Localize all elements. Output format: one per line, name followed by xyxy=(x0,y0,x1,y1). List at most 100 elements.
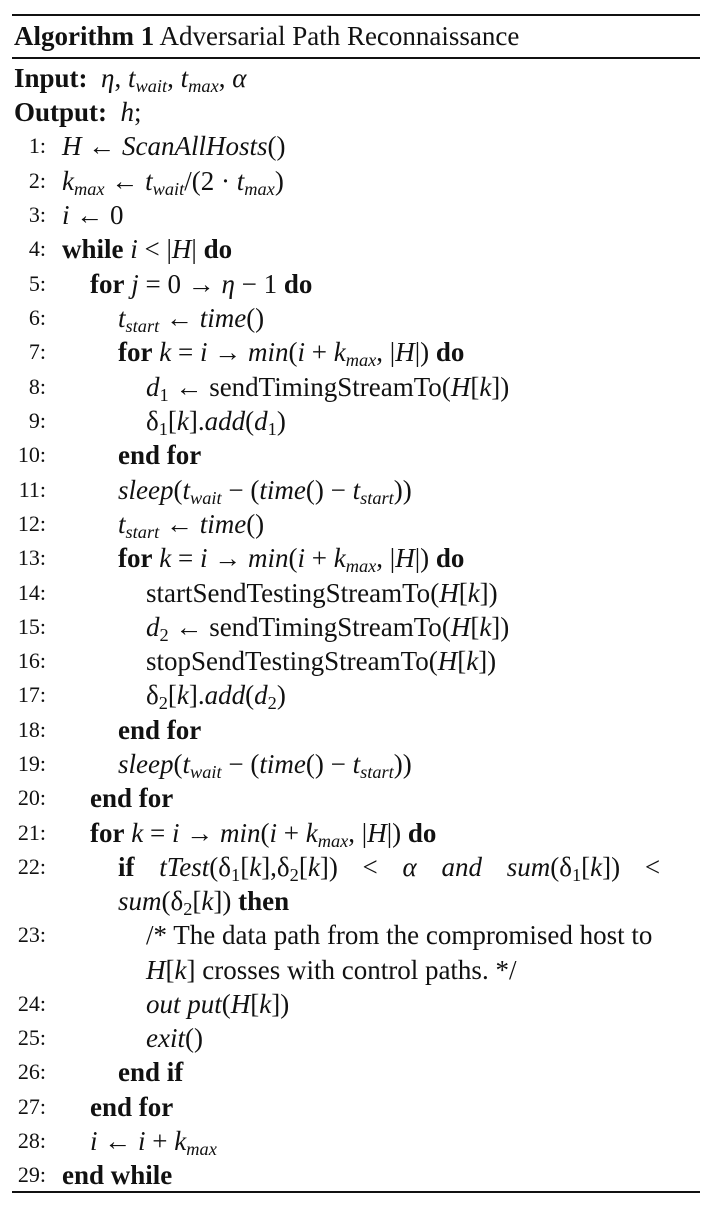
line-number: 9: xyxy=(28,408,46,433)
algo-line-18: 18: end for xyxy=(0,713,721,747)
line-number: 23: xyxy=(17,922,46,947)
line-code: for j = 0 → η − 1 do xyxy=(90,269,313,299)
algo-line-20: 20: end for xyxy=(0,781,721,815)
algo-line-28: 28: i ← i + kmax xyxy=(0,1124,721,1158)
line-number: 3: xyxy=(28,202,46,227)
line-code: for k = i → min(i + kmax, |H|) do xyxy=(118,337,465,371)
algo-line-14: 14: startSendTestingStreamTo(H[k]) xyxy=(0,576,721,610)
line-code: i ← 0 xyxy=(62,200,124,230)
line-code: stopSendTestingStreamTo(H[k]) xyxy=(146,646,497,676)
algo-line-5: 5: for j = 0 → η − 1 do xyxy=(0,267,721,301)
algo-line-22-cont: sum(δ2[k]) then xyxy=(0,884,721,918)
algo-line-4: 4: while i < |H| do xyxy=(0,232,721,266)
algo-line-29: 29: end while xyxy=(0,1158,721,1192)
line-number: 16: xyxy=(17,648,46,673)
algo-line-10: 10: end for xyxy=(0,438,721,472)
line-code: end for xyxy=(118,715,202,745)
line-number: 15: xyxy=(17,614,46,639)
line-code: end for xyxy=(118,440,202,470)
line-number: 8: xyxy=(28,374,46,399)
line-code: end for xyxy=(90,783,174,813)
line-number: 28: xyxy=(17,1128,46,1153)
input-label: Input: xyxy=(14,63,88,93)
algo-line-16: 16: stopSendTestingStreamTo(H[k]) xyxy=(0,644,721,678)
line-number: 4: xyxy=(28,236,46,261)
line-number: 27: xyxy=(17,1094,46,1119)
line-code: d1 ← sendTimingStreamTo(H[k]) xyxy=(146,372,510,406)
algorithm-name: Adversarial Path Reconnaissance xyxy=(159,21,520,51)
line-code: kmax ← twait/(2 · tmax) xyxy=(62,166,284,200)
line-code: H[k] crosses with control paths. */ xyxy=(146,955,517,985)
line-number: 22: xyxy=(17,854,46,879)
line-number: 17: xyxy=(17,682,46,707)
line-code: startSendTestingStreamTo(H[k]) xyxy=(146,578,498,608)
line-number: 12: xyxy=(17,511,46,536)
line-number: 21: xyxy=(17,820,46,845)
algo-line-15: 15: d2 ← sendTimingStreamTo(H[k]) xyxy=(0,610,721,644)
input-line: Input: η, twait, tmax, α xyxy=(14,63,247,97)
line-number: 1: xyxy=(28,133,46,158)
algo-line-3: 3: i ← 0 xyxy=(0,198,721,232)
algo-line-6: 6: tstart ← time() xyxy=(0,301,721,335)
algo-line-19: 19: sleep(twait − (time() − tstart)) xyxy=(0,747,721,781)
line-number: 11: xyxy=(18,477,46,502)
line-number: 10: xyxy=(17,442,46,467)
algo-line-12: 12: tstart ← time() xyxy=(0,507,721,541)
line-code: end while xyxy=(62,1160,173,1190)
algorithm-label: Algorithm 1 xyxy=(14,21,155,51)
line-code: tstart ← time() xyxy=(118,509,265,543)
algo-line-25: 25: exit() xyxy=(0,1021,721,1055)
algo-line-8: 8: d1 ← sendTimingStreamTo(H[k]) xyxy=(0,370,721,404)
line-number: 24: xyxy=(17,991,46,1016)
algo-line-21: 21: for k = i → min(i + kmax, |H|) do xyxy=(0,816,721,850)
line-code: i ← i + kmax xyxy=(90,1126,217,1160)
line-number: 2: xyxy=(28,168,46,193)
line-number: 14: xyxy=(17,580,46,605)
line-number: 29: xyxy=(17,1162,46,1187)
line-number: 5: xyxy=(28,271,46,296)
line-number: 13: xyxy=(17,545,46,570)
line-code: sum(δ2[k]) then xyxy=(118,886,290,920)
algo-line-7: 7: for k = i → min(i + kmax, |H|) do xyxy=(0,335,721,369)
algo-line-9: 9: δ1[k].add(d1) xyxy=(0,404,721,438)
line-number: 19: xyxy=(17,751,46,776)
line-code: for k = i → min(i + kmax, |H|) do xyxy=(118,543,465,577)
line-number: 6: xyxy=(28,305,46,330)
line-code: d2 ← sendTimingStreamTo(H[k]) xyxy=(146,612,510,646)
bottom-rule xyxy=(12,1191,700,1193)
line-code: out put(H[k]) xyxy=(146,989,290,1019)
line-code: end for xyxy=(90,1092,174,1122)
output-label: Output: xyxy=(14,97,108,127)
line-code: tstart ← time() xyxy=(118,303,265,337)
comment-line-1: /* The data path from the compromised ho… xyxy=(146,920,653,950)
algo-line-1: 1: H ← ScanAllHosts() xyxy=(0,129,721,163)
algo-line-11: 11: sleep(twait − (time() − tstart)) xyxy=(0,473,721,507)
algo-line-2: 2: kmax ← twait/(2 · tmax) xyxy=(0,164,721,198)
line-code: end if xyxy=(118,1057,184,1087)
algo-line-22: 22: if tTest(δ1[k],δ2[k]) < α and sum(δ1… xyxy=(0,850,721,884)
line-code: for k = i → min(i + kmax, |H|) do xyxy=(90,818,437,852)
line-code: while i < |H| do xyxy=(62,234,233,264)
algo-line-17: 17: δ2[k].add(d2) xyxy=(0,678,721,712)
algo-line-23-cont: H[k] crosses with control paths. */ xyxy=(0,953,721,987)
line-number: 18: xyxy=(17,717,46,742)
output-line: Output: h; xyxy=(14,97,142,127)
algo-line-23: 23: /* The data path from the compromise… xyxy=(0,918,721,952)
line-code: sleep(twait − (time() − tstart)) xyxy=(118,749,412,783)
line-code: H ← ScanAllHosts() xyxy=(62,131,286,161)
title-rule xyxy=(12,57,700,59)
top-rule xyxy=(12,14,700,16)
algo-line-24: 24: out put(H[k]) xyxy=(0,987,721,1021)
line-code: sleep(twait − (time() − tstart)) xyxy=(118,475,412,509)
algo-line-27: 27: end for xyxy=(0,1090,721,1124)
algo-line-13: 13: for k = i → min(i + kmax, |H|) do xyxy=(0,541,721,575)
line-code: δ1[k].add(d1) xyxy=(146,406,286,440)
line-number: 7: xyxy=(28,339,46,364)
algorithm-title: Algorithm 1 Adversarial Path Reconnaissa… xyxy=(14,20,519,52)
line-code: exit() xyxy=(146,1023,203,1053)
line-number: 26: xyxy=(17,1059,46,1084)
line-number: 25: xyxy=(17,1025,46,1050)
algo-line-26: 26: end if xyxy=(0,1055,721,1089)
line-code: if tTest(δ1[k],δ2[k]) < α and sum(δ1[k])… xyxy=(118,852,661,886)
line-code: δ2[k].add(d2) xyxy=(146,680,286,714)
